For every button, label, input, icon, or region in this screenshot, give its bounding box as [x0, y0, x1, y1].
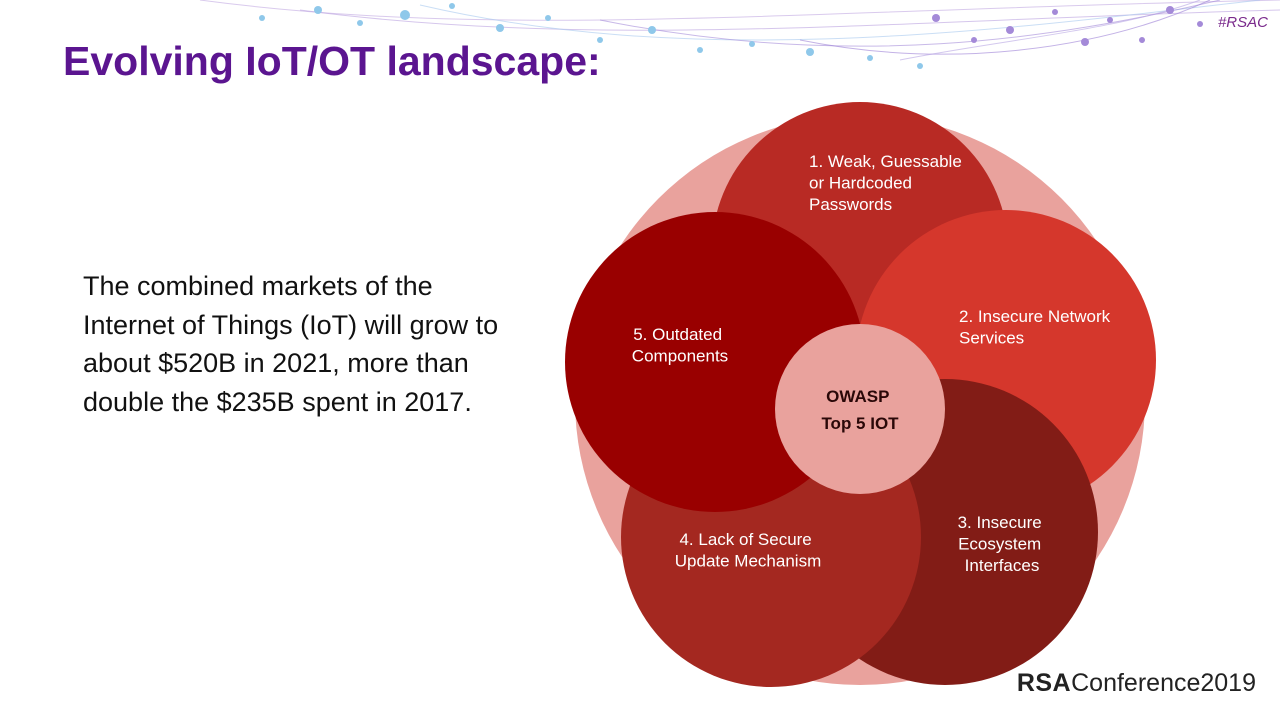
label-passwords: 1. Weak, Guessable or Hardcoded Password… [809, 152, 967, 214]
label-passwords-line-1: 1. Weak, Guessable [809, 152, 962, 171]
label-ecosystem-line-2: Ecosystem [958, 535, 1041, 554]
slide-title: Evolving IoT/OT landscape: [63, 38, 601, 84]
center-label-line-2: Top 5 IOT [821, 414, 899, 433]
label-update-line-2: Update Mechanism [675, 552, 821, 571]
logo-rsa: RSA [1016, 669, 1072, 697]
label-ecosystem-interfaces: 3. Insecure Ecosystem Interfaces [958, 513, 1047, 575]
label-network-line-1: 2. Insecure Network [959, 307, 1111, 326]
rsa-conference-logo: RSAConference2019 [1017, 669, 1256, 698]
logo-conference: Conference2019 [1071, 669, 1256, 697]
label-ecosystem-line-1: 3. Insecure [958, 513, 1042, 532]
center-label: OWASP Top 5 IOT [821, 387, 899, 433]
label-network-line-2: Services [959, 329, 1024, 348]
hashtag: #RSAC [1217, 14, 1268, 31]
label-update-line-1: 4. Lack of Secure [679, 530, 811, 549]
label-outdated-line-1: 5. Outdated [633, 325, 722, 344]
body-paragraph: The combined markets of the Internet of … [83, 271, 499, 417]
label-network-services: 2. Insecure Network Services [959, 307, 1115, 348]
center-label-line-1: OWASP [826, 387, 889, 406]
label-outdated-components: 5. Outdated Components [632, 325, 728, 366]
label-update-mechanism: 4. Lack of Secure Update Mechanism [675, 530, 821, 571]
label-passwords-line-2: or Hardcoded [809, 174, 912, 193]
center-circle [775, 324, 945, 494]
label-ecosystem-line-3: Interfaces [965, 556, 1040, 575]
label-outdated-line-2: Components [632, 347, 728, 366]
label-passwords-line-3: Passwords [809, 195, 892, 214]
